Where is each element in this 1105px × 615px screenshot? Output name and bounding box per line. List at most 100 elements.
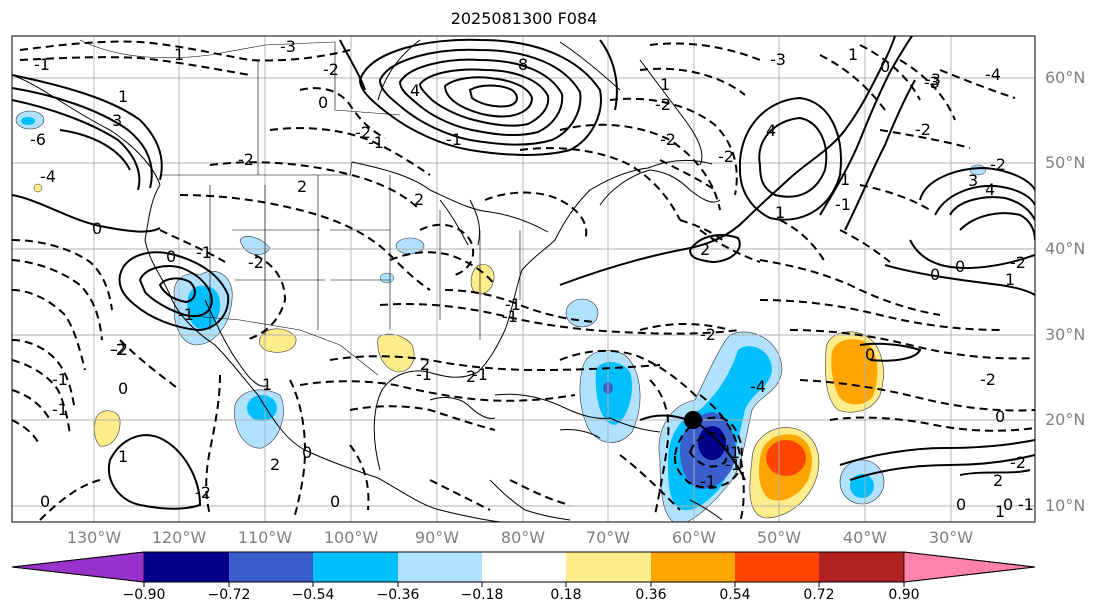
contour-label: 8 — [518, 55, 528, 74]
contour-label: -3 — [770, 50, 786, 69]
contour-label: 1 — [848, 45, 858, 64]
colorbar-segment — [313, 552, 398, 582]
contour-label: -1 — [502, 307, 518, 326]
contour-label: -1 — [196, 243, 212, 262]
colorbar-tick-label: −0.72 — [207, 587, 251, 603]
contour-label: -1 — [178, 305, 194, 324]
contour-label: 2 — [297, 177, 307, 196]
contour-label: -2 — [238, 150, 254, 169]
negative-anomaly-area — [565, 298, 599, 328]
latitude-label: 10°N — [1045, 496, 1086, 515]
contour-label: 2 — [466, 367, 476, 386]
negative-anomaly-area — [239, 236, 271, 255]
colorbar-tick-label: 0.72 — [803, 587, 835, 603]
latitude-label: 40°N — [1045, 239, 1086, 258]
colorbar-segment — [903, 551, 1036, 583]
contour-label: 4 — [766, 121, 776, 140]
contour-label: 0 — [302, 443, 312, 462]
colorbar-tick-label: −0.18 — [460, 587, 504, 603]
contour-label: 0 — [1003, 495, 1013, 514]
contour-label: -2 — [195, 483, 211, 502]
contour-label: -1 — [446, 130, 462, 149]
contour-label: -2 — [110, 340, 126, 359]
negative-anomaly-core — [595, 362, 633, 425]
map-border — [11, 35, 1036, 523]
contour-label: -2 — [655, 95, 671, 114]
contour-label: 4 — [985, 180, 995, 199]
contour-label: -2 — [355, 123, 371, 142]
graticule — [12, 36, 1035, 522]
contour-label: -1 — [725, 455, 741, 474]
storm-position-marker — [684, 411, 702, 429]
contour-label: 0 — [865, 345, 875, 364]
contour-label: -2 — [990, 155, 1006, 174]
contour-label: 0 — [880, 57, 890, 76]
negative-anomaly-area — [395, 237, 425, 255]
contour-label: 1 — [118, 447, 128, 466]
colorbar-segment — [11, 551, 145, 583]
contour-label: 0 — [166, 247, 176, 266]
contour-label: 3 — [968, 171, 978, 190]
colorbar-tick-label: 0.54 — [719, 587, 751, 603]
contour-label: -2 — [980, 370, 996, 389]
contour-label: -2 — [915, 120, 931, 139]
longitude-label: 70°W — [585, 528, 631, 547]
positive-contours — [12, 36, 1035, 510]
positive-anomaly-area — [33, 183, 43, 193]
contour-label: -1 — [835, 195, 851, 214]
colorbar-tick-label: 0.18 — [550, 587, 582, 603]
contour-label: 0 — [930, 265, 940, 284]
positive-anomaly-core — [766, 440, 806, 476]
contour-label: -2 — [718, 147, 734, 166]
contour-label: -1 — [505, 295, 521, 314]
contour-label: 0 — [40, 492, 50, 511]
contour-label: 2 — [420, 355, 430, 374]
contour-label: -2 — [248, 253, 264, 272]
longitude-label: 80°W — [500, 528, 546, 547]
contour-label: -1 — [472, 365, 488, 384]
colorbar-tick-label: −0.54 — [291, 587, 335, 603]
contour-label: 1 — [174, 45, 184, 64]
contour-label: -1 — [1018, 495, 1034, 514]
map-title: 2025081300 F084 — [450, 9, 598, 28]
political-borders — [79, 39, 521, 376]
coastlines — [12, 39, 723, 522]
negative-anomaly-core — [698, 426, 726, 460]
longitude-label: 130°W — [66, 528, 122, 547]
latitude-label: 20°N — [1045, 410, 1086, 429]
contour-label: -1 — [368, 133, 384, 152]
contour-label: -4 — [40, 167, 56, 186]
contour-label: 0 — [92, 219, 102, 238]
contour-label: -3 — [925, 70, 941, 89]
contour-label: 1 — [262, 375, 272, 394]
positive-anomaly-area — [470, 264, 495, 295]
contour-label: -3 — [924, 73, 940, 92]
latitude-label: 60°N — [1045, 68, 1086, 87]
colorbar-segment — [229, 552, 313, 582]
longitude-label: 30°W — [928, 528, 974, 547]
contour-label: -2 — [1010, 453, 1026, 472]
colorbar-tick-label: −0.36 — [376, 587, 420, 603]
contour-label: 0 — [330, 492, 340, 511]
contour-label: 1 — [995, 502, 1005, 521]
contour-label: 2 — [993, 471, 1003, 490]
positive-anomaly-core — [831, 339, 878, 405]
contour-label: -3 — [280, 37, 296, 56]
contour-label: -2 — [700, 325, 716, 344]
longitude-label: 90°W — [414, 528, 460, 547]
colorbar-segment — [566, 552, 651, 582]
colorbar-segment — [144, 552, 229, 582]
contour-label: 1 — [730, 443, 740, 462]
contour-label: 2 — [414, 190, 424, 209]
contour-label: -1 — [700, 472, 716, 491]
negative-contours — [12, 40, 1035, 522]
latitude-label: 50°N — [1045, 153, 1086, 172]
negative-anomaly-area — [379, 272, 395, 284]
colorbar-tick-label: −0.90 — [122, 587, 166, 603]
colorbar-segment — [819, 552, 904, 582]
contour-label: -1 — [52, 400, 68, 419]
contour-label: -2 — [112, 340, 128, 359]
contour-label: 0 — [956, 495, 966, 514]
longitude-label: 110°W — [237, 528, 293, 547]
colorbar-segment — [651, 552, 735, 582]
